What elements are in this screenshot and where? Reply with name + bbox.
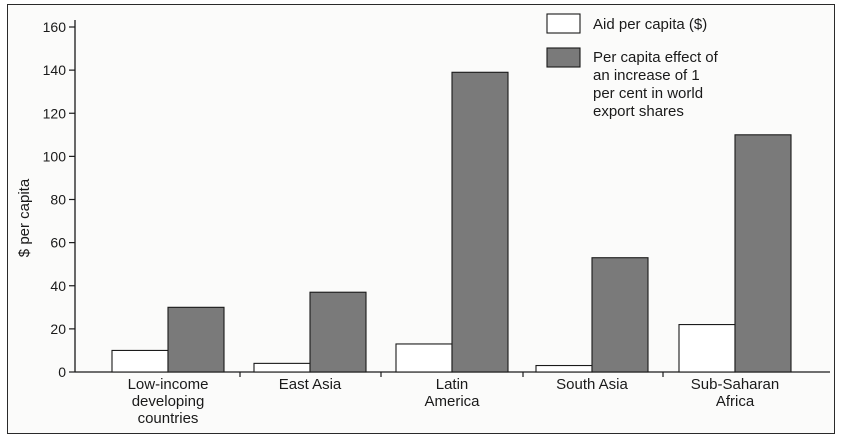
legend-label-line: an increase of 1	[593, 67, 700, 84]
y-tick-label: 20	[50, 321, 66, 337]
bar-export-share-effect	[591, 257, 649, 373]
legend: Aid per capita ($) Per capita effect of an…	[546, 13, 719, 120]
y-axis-label: $ per capita	[16, 178, 33, 257]
plot-area: 0 20 40 60 80 100 120 140 160 $ per capita Low-inc…	[16, 19, 830, 427]
x-tick-label: Latin America	[424, 376, 480, 410]
x-tick-label-line: Latin	[436, 376, 469, 393]
x-tick-label-line: America	[424, 393, 480, 410]
x-tick-label-line: countries	[138, 410, 199, 427]
bar-aid-per-capita	[253, 362, 311, 373]
legend-label-line: per cent in world	[593, 85, 703, 102]
legend-label-line: Per capita effect of	[593, 49, 719, 66]
y-tick-label: 40	[50, 278, 66, 294]
legend-swatch-export-effect	[546, 47, 581, 68]
y-tick-label: 100	[43, 148, 67, 164]
legend-label-aid: Aid per capita ($)	[593, 16, 707, 33]
x-tick-label: Low-income developing countries	[128, 376, 209, 427]
x-tick-label-line: East Asia	[279, 376, 342, 393]
x-tick-label: South Asia	[556, 376, 628, 393]
y-tick-label: 120	[43, 105, 67, 121]
bar-export-share-effect	[451, 71, 509, 373]
legend-label-export-effect: Per capita effect of an increase of 1 per …	[593, 49, 719, 120]
x-tick-label-line: South Asia	[556, 376, 628, 393]
x-tick-label-line: Sub-Saharan	[691, 376, 779, 393]
y-tick-label: 140	[43, 62, 67, 78]
x-tick-label-line: developing	[132, 393, 205, 410]
bar-aid-per-capita	[678, 324, 736, 373]
bar-aid-per-capita	[111, 349, 169, 373]
y-tick-label: 0	[58, 364, 66, 380]
legend-label-line: export shares	[593, 103, 684, 120]
x-tick-label-line: Africa	[716, 393, 755, 410]
y-tick-label: 160	[43, 19, 67, 35]
y-tick-label: 80	[50, 192, 66, 208]
x-tick-label: East Asia	[279, 376, 342, 393]
bar-export-share-effect	[309, 291, 367, 373]
bar-export-share-effect	[167, 306, 225, 373]
y-tick-label: 60	[50, 235, 66, 251]
x-tick-label-line: Low-income	[128, 376, 209, 393]
bar-aid-per-capita	[535, 364, 593, 373]
bar-aid-per-capita	[395, 343, 453, 373]
legend-swatch-aid	[546, 13, 581, 34]
x-tick-label: Sub-Saharan Africa	[691, 376, 779, 410]
bar-export-share-effect	[734, 134, 792, 373]
